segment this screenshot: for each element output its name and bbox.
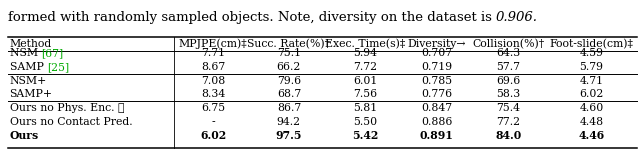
Text: 64.3: 64.3	[497, 48, 520, 58]
Text: 6.75: 6.75	[201, 103, 225, 113]
Text: 8.34: 8.34	[201, 89, 225, 99]
Text: 5.81: 5.81	[353, 103, 377, 113]
Text: SAMP: SAMP	[10, 62, 47, 72]
Text: 0.847: 0.847	[421, 103, 452, 113]
Text: 4.60: 4.60	[579, 103, 604, 113]
Text: 75.4: 75.4	[497, 103, 520, 113]
Text: 84.0: 84.0	[495, 130, 522, 141]
Text: formed with randomly sampled objects. Note, diversity on the dataset is: formed with randomly sampled objects. No…	[8, 11, 496, 24]
Text: 77.2: 77.2	[497, 117, 520, 127]
Text: 5.42: 5.42	[352, 130, 378, 141]
Text: 0.891: 0.891	[420, 130, 454, 141]
Text: 5.94: 5.94	[353, 48, 377, 58]
Text: 6.02: 6.02	[579, 89, 604, 99]
Text: MPJPE(cm)‡: MPJPE(cm)‡	[179, 38, 248, 49]
Text: 0.719: 0.719	[421, 62, 452, 72]
Text: 58.3: 58.3	[497, 89, 520, 99]
Text: SAMP+: SAMP+	[10, 89, 52, 99]
Text: Foot-slide(cm)‡: Foot-slide(cm)‡	[550, 39, 634, 49]
Text: 0.886: 0.886	[421, 117, 452, 127]
Text: 8.67: 8.67	[201, 62, 225, 72]
Text: [67]: [67]	[41, 48, 63, 58]
Text: 6.02: 6.02	[200, 130, 226, 141]
Text: 97.5: 97.5	[276, 130, 302, 141]
Text: 0.707: 0.707	[421, 48, 452, 58]
Text: 79.6: 79.6	[277, 76, 301, 86]
Text: Exec. Time(s)‡: Exec. Time(s)‡	[325, 39, 405, 49]
Text: 75.1: 75.1	[277, 48, 301, 58]
Text: 68.7: 68.7	[276, 89, 301, 99]
Text: 0.785: 0.785	[421, 76, 452, 86]
Text: Ours no Contact Pred.: Ours no Contact Pred.	[10, 117, 132, 127]
Text: Method: Method	[10, 39, 52, 49]
Text: 7.56: 7.56	[353, 89, 377, 99]
Text: 57.7: 57.7	[497, 62, 520, 72]
Text: 66.2: 66.2	[276, 62, 301, 72]
Text: 4.46: 4.46	[579, 130, 605, 141]
Text: 4.71: 4.71	[579, 76, 604, 86]
Text: 7.71: 7.71	[201, 48, 225, 58]
Text: 5.50: 5.50	[353, 117, 377, 127]
Text: 4.59: 4.59	[579, 48, 604, 58]
Text: NSM: NSM	[10, 48, 41, 58]
Text: 4.48: 4.48	[579, 117, 604, 127]
Text: 0.906.: 0.906.	[496, 11, 538, 24]
Text: 86.7: 86.7	[276, 103, 301, 113]
Text: Diversity→: Diversity→	[408, 39, 466, 49]
Text: NSM+: NSM+	[10, 76, 47, 86]
Text: Collision(%)†: Collision(%)†	[472, 39, 545, 49]
Text: 5.79: 5.79	[579, 62, 604, 72]
Text: 7.72: 7.72	[353, 62, 377, 72]
Text: 6.01: 6.01	[353, 76, 377, 86]
Text: 0.776: 0.776	[421, 89, 452, 99]
Text: Ours no Phys. Enc. ℱ: Ours no Phys. Enc. ℱ	[10, 103, 124, 113]
Text: Succ. Rate(%)†: Succ. Rate(%)†	[247, 39, 330, 49]
Text: 94.2: 94.2	[277, 117, 301, 127]
Text: 7.08: 7.08	[201, 76, 225, 86]
Text: -: -	[211, 117, 215, 127]
Text: [25]: [25]	[47, 62, 69, 72]
Text: 69.6: 69.6	[497, 76, 520, 86]
Text: Ours: Ours	[10, 130, 39, 141]
